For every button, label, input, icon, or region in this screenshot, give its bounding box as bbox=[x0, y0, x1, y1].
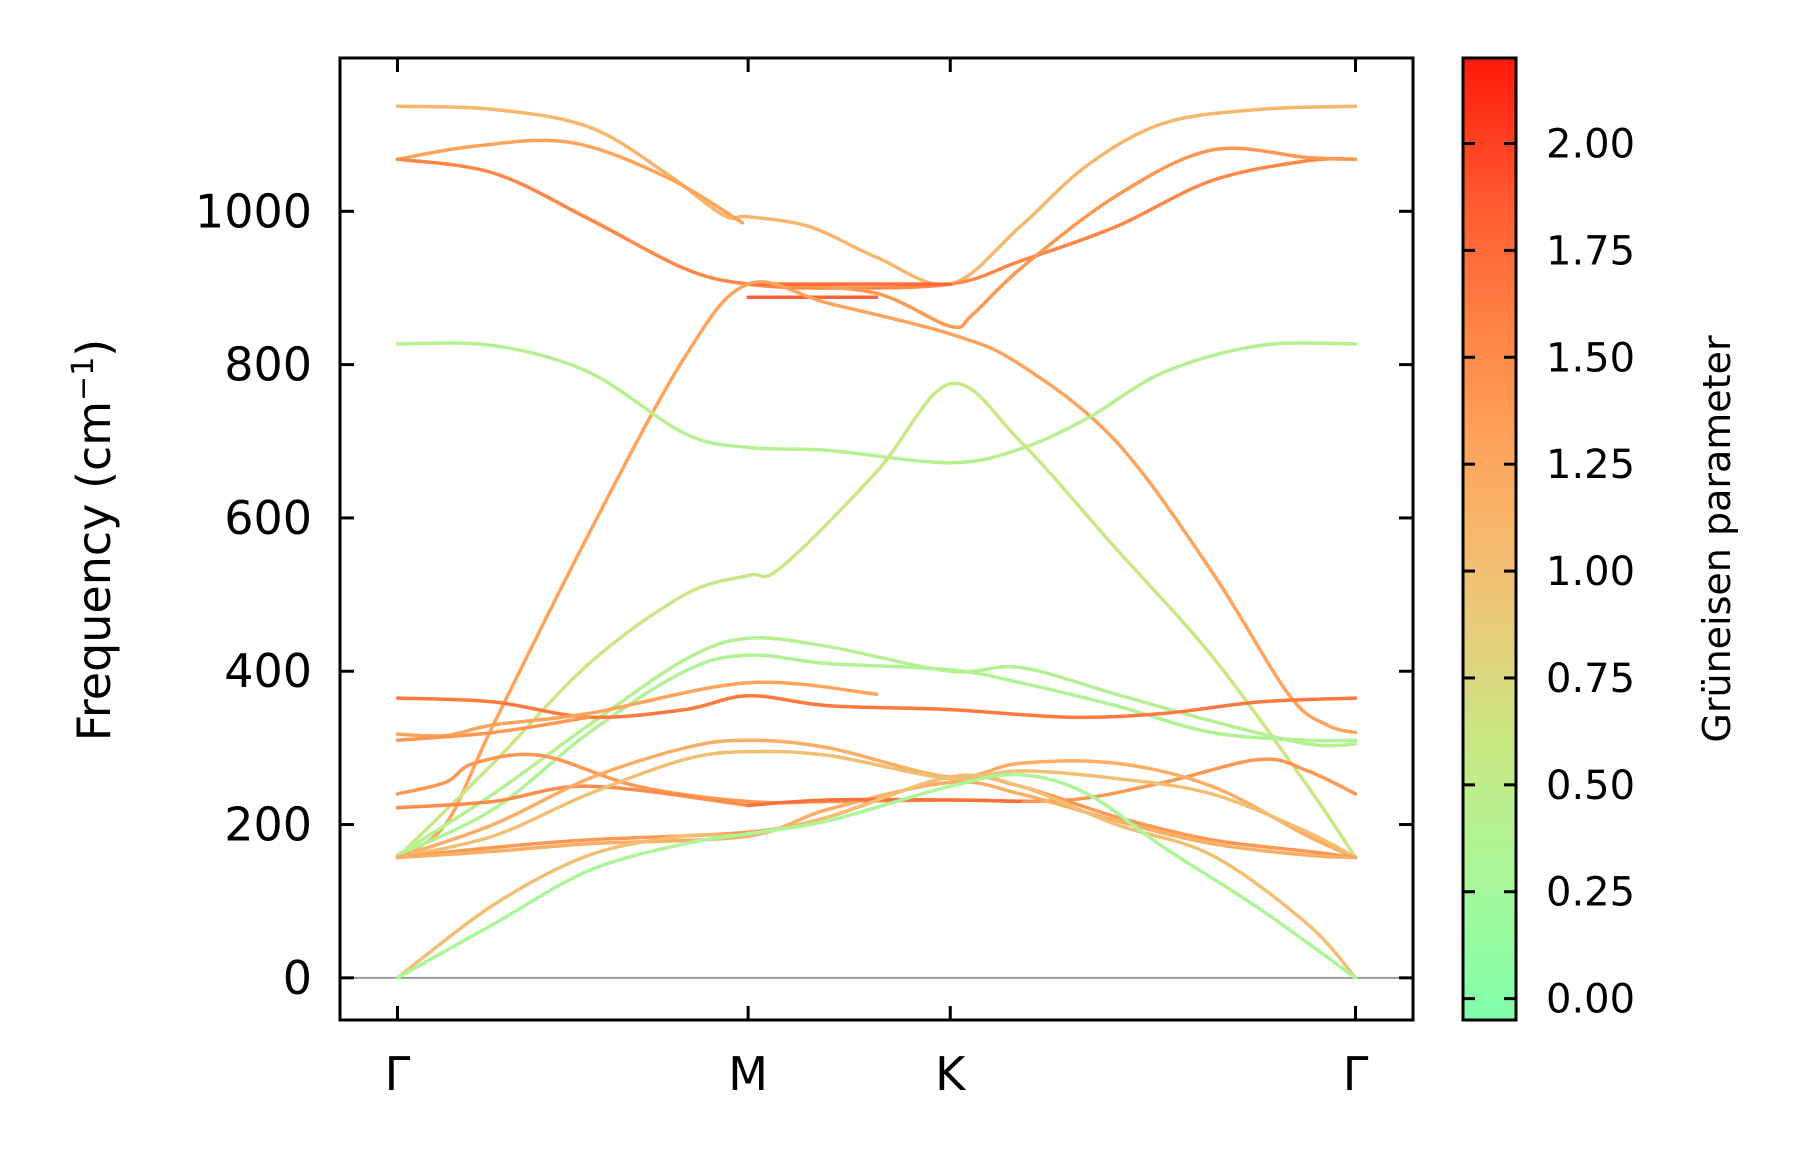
colorbar-tick-label: 2.00 bbox=[1546, 122, 1635, 168]
phonon-branch-11 bbox=[395, 653, 1358, 857]
y-tick-label: 800 bbox=[224, 338, 312, 392]
y-tick-label: 400 bbox=[224, 644, 312, 698]
plot-area: 0 200 400 600 800 1000 Γ M K Γ Frequency (cm−1) bbox=[66, 56, 1415, 1101]
x-tick-label: Γ bbox=[1343, 1047, 1369, 1101]
series-group bbox=[395, 104, 1358, 980]
y-axis-title: Frequency (cm−1) bbox=[66, 339, 122, 742]
colorbar-ticks: 0.00 0.25 0.50 0.75 1.00 1.25 1.50 1.75 2.00 bbox=[1463, 122, 1635, 1023]
colorbar-tick-label: 1.00 bbox=[1546, 549, 1635, 595]
y-tick-label: 600 bbox=[224, 491, 312, 545]
phonon-branch-9 bbox=[395, 381, 1358, 860]
phonon-branch-10 bbox=[395, 636, 1358, 857]
phonon-branch-23 bbox=[395, 772, 1358, 980]
phonon-branch-21 bbox=[746, 797, 1022, 808]
colorbar-gradient bbox=[1461, 56, 1518, 1022]
phonon-branch-14 bbox=[395, 715, 591, 742]
phonon-branch-20 bbox=[395, 780, 1358, 860]
phonon-branch-16 bbox=[395, 784, 750, 810]
x-tick-label: M bbox=[728, 1047, 768, 1101]
colorbar-tick-label: 0.75 bbox=[1546, 656, 1635, 702]
phonon-branch-22 bbox=[395, 773, 1358, 980]
x-tick-label: Γ bbox=[385, 1047, 411, 1101]
phonon-branch-18 bbox=[395, 749, 1358, 860]
colorbar-tick-label: 1.50 bbox=[1546, 335, 1635, 381]
colorbar-tick-label: 1.75 bbox=[1546, 228, 1635, 274]
phonon-branch-3 bbox=[395, 156, 1358, 290]
colorbar: 0.00 0.25 0.50 0.75 1.00 1.25 1.50 1.75 2.00 Grü… bbox=[1461, 56, 1739, 1023]
x-tick-label: K bbox=[935, 1047, 967, 1101]
phonon-branch-4 bbox=[778, 146, 1358, 330]
y-tick-label: 0 bbox=[283, 951, 312, 1005]
colorbar-title: Grüneisen parameter bbox=[1695, 335, 1739, 743]
phonon-branch-7 bbox=[395, 280, 1358, 860]
phonon-branch-1 bbox=[395, 104, 1358, 287]
colorbar-tick-label: 1.25 bbox=[1546, 442, 1635, 488]
phonon-branch-8 bbox=[395, 341, 1358, 465]
plot-frame bbox=[338, 56, 1415, 1022]
colorbar-tick-label: 0.00 bbox=[1546, 977, 1635, 1023]
phonon-branch-2 bbox=[395, 138, 745, 225]
y-tick-label: 1000 bbox=[195, 184, 312, 238]
phonon-branch-12 bbox=[395, 694, 1358, 720]
colorbar-tick-label: 0.25 bbox=[1546, 870, 1635, 916]
phonon-branch-17 bbox=[395, 738, 1358, 860]
y-ticks: 0 200 400 600 800 1000 bbox=[195, 184, 1413, 1005]
colorbar-tick-label: 0.50 bbox=[1546, 763, 1635, 809]
y-tick-label: 200 bbox=[224, 798, 312, 852]
